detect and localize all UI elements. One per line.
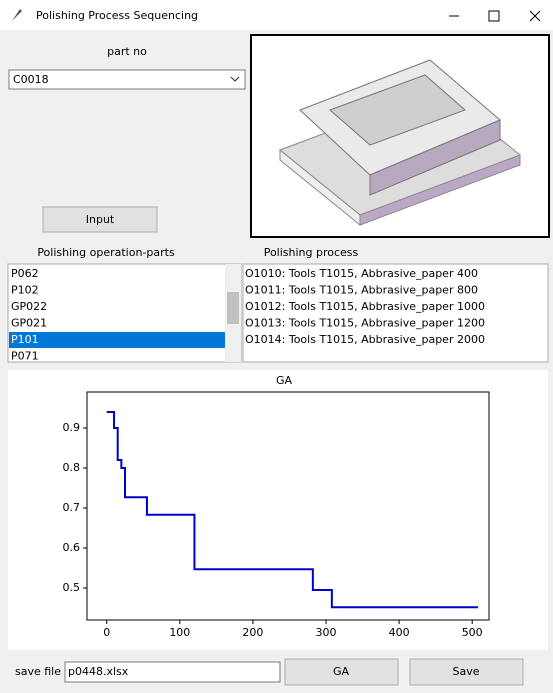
process-label: Polishing process — [264, 246, 359, 259]
y-tick-label: 0.5 — [63, 581, 81, 594]
x-tick-label: 500 — [462, 626, 483, 639]
y-tick-label: 0.9 — [63, 421, 81, 434]
part-value: C0018 — [13, 73, 49, 86]
save-button-label: Save — [452, 665, 479, 678]
x-tick-label: 0 — [103, 626, 110, 639]
list-item: O1011: Tools T1015, Abbrasive_paper 800 — [245, 284, 478, 297]
list-item: GP022 — [11, 300, 47, 313]
list-item: P101 — [11, 333, 39, 346]
y-tick-label: 0.6 — [63, 541, 81, 554]
list-item: O1012: Tools T1015, Abbrasive_paper 1000 — [245, 300, 485, 313]
page: Polishing Process Sequencing part no C00… — [0, 0, 553, 689]
process-list[interactable]: O1010: Tools T1015, Abbrasive_paper 400 O… — [243, 264, 548, 362]
scroll-thumb[interactable] — [227, 292, 239, 324]
list-item: P062 — [11, 267, 39, 280]
x-tick-label: 200 — [242, 626, 263, 639]
x-tick-label: 400 — [389, 626, 410, 639]
ga-button-label: GA — [333, 665, 350, 678]
list-item: GP021 — [11, 317, 47, 330]
operation-parts-label: Polishing operation-parts — [37, 246, 175, 259]
x-tick-label: 100 — [169, 626, 190, 639]
list-item: O1014: Tools T1015, Abbrasive_paper 2000 — [245, 333, 485, 346]
list-item: P071 — [11, 350, 39, 363]
y-tick-label: 0.8 — [63, 461, 81, 474]
list-item: O1010: Tools T1015, Abbrasive_paper 400 — [245, 267, 478, 280]
window: Polishing Process Sequencing part no C00… — [0, 0, 553, 689]
list-item: P102 — [11, 284, 39, 297]
window-title: Polishing Process Sequencing — [36, 9, 198, 22]
x-tick-label: 300 — [316, 626, 337, 639]
operation-parts-list[interactable]: P062 P102 GP022 GP021 P101 P071 — [8, 264, 241, 363]
chart-title: GA — [276, 374, 293, 387]
input-button-label: Input — [86, 213, 115, 226]
y-tick-label: 0.7 — [63, 501, 81, 514]
part-no-label: part no — [107, 45, 147, 58]
save-file-label: save file — [15, 665, 61, 678]
selected-row — [9, 332, 225, 348]
filename: p0448.xlsx — [68, 665, 129, 678]
list-item: O1013: Tools T1015, Abbrasive_paper 1200 — [245, 317, 485, 330]
